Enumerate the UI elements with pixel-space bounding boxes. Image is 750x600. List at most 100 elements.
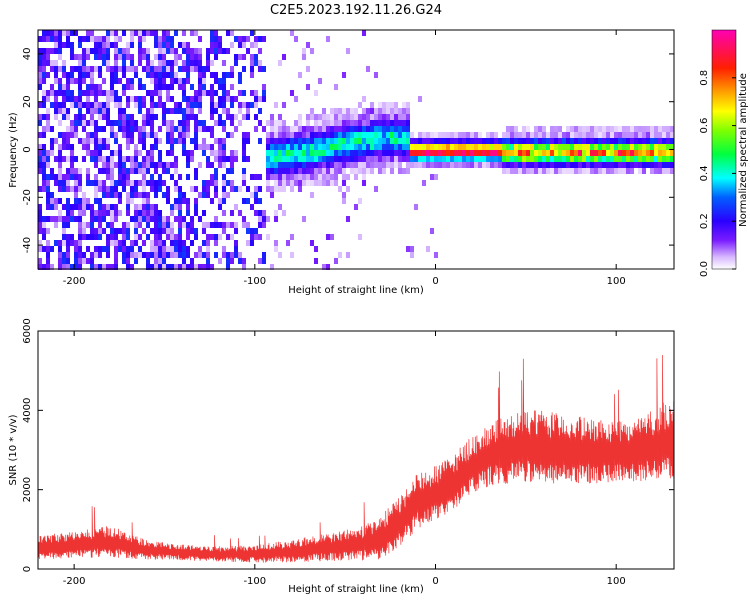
heatmap-cell [314,90,318,96]
heatmap-cell [210,96,214,102]
heatmap-cell [470,150,474,156]
heatmap-cell [214,36,218,42]
heatmap-cell [230,162,234,168]
heatmap-cell [318,114,322,120]
heatmap-cell [586,156,590,162]
heatmap-cell [554,138,558,144]
heatmap-cell [78,234,82,240]
heatmap-cell [338,138,342,144]
heatmap-cell [94,228,98,234]
heatmap-cell [478,162,482,168]
heatmap-cell [182,78,186,84]
heatmap-cell [66,210,70,216]
heatmap-cell [58,258,62,264]
heatmap-cell [118,48,122,54]
heatmap-cell [150,114,154,120]
heatmap-cell [406,114,410,120]
heatmap-cell [258,210,262,216]
heatmap-cell [594,132,598,138]
heatmap-cell [58,156,62,162]
heatmap-cell [70,216,74,222]
heatmap-cell [218,198,222,204]
heatmap-cell [126,210,130,216]
y-tick-label: -40 [22,237,33,253]
heatmap-cell [190,114,194,120]
heatmap-cell [66,204,70,210]
heatmap-cell [178,54,182,60]
heatmap-cell [650,168,654,174]
heatmap-cell [326,234,330,240]
heatmap-cell [370,126,374,132]
heatmap-cell [546,132,550,138]
heatmap-cell [86,174,90,180]
heatmap-cell [214,240,218,246]
heatmap-cell [438,132,442,138]
heatmap-cell [242,144,246,150]
heatmap-cell [110,186,114,192]
heatmap-cell [290,252,294,258]
heatmap-cell [154,138,158,144]
heatmap-cell [122,54,126,60]
heatmap-cell [122,258,126,264]
heatmap-cell [262,36,266,42]
heatmap-cell [130,30,134,36]
heatmap-cell [230,222,234,228]
heatmap-cell [274,216,278,222]
heatmap-cell [46,252,50,258]
heatmap-cell [626,156,630,162]
heatmap-cell [334,126,338,132]
heatmap-cell [430,162,434,168]
heatmap-cell [398,132,402,138]
heatmap-cell [178,246,182,252]
heatmap-cell [182,216,186,222]
heatmap-cell [70,78,74,84]
heatmap-cell [226,96,230,102]
heatmap-cell [210,234,214,240]
heatmap-cell [78,72,82,78]
heatmap-cell [590,150,594,156]
heatmap-cell [238,186,242,192]
heatmap-cell [90,108,94,114]
heatmap-cell [302,156,306,162]
heatmap-cell [330,108,334,114]
heatmap-cell [510,138,514,144]
heatmap-cell [526,156,530,162]
heatmap-cell [298,114,302,120]
heatmap-cell [178,264,182,270]
heatmap-cell [190,66,194,72]
heatmap-cell [170,246,174,252]
heatmap-cell [170,78,174,84]
heatmap-cell [150,78,154,84]
heatmap-cell [654,168,658,174]
heatmap-cell [554,132,558,138]
heatmap-cell [62,264,66,270]
heatmap-cell [126,66,130,72]
heatmap-cell [154,90,158,96]
heatmap-cell [378,114,382,120]
heatmap-cell [210,198,214,204]
heatmap-cell [94,192,98,198]
heatmap-cell [210,60,214,66]
heatmap-cell [234,186,238,192]
heatmap-cell [154,258,158,264]
heatmap-cell [310,162,314,168]
heatmap-cell [306,144,310,150]
heatmap-cell [554,126,558,132]
heatmap-cell [606,168,610,174]
heatmap-cell [278,174,282,180]
heatmap-cell [110,204,114,210]
heatmap-cell [202,138,206,144]
y-tick-label: 20 [22,95,33,108]
heatmap-cell [138,234,142,240]
heatmap-cell [278,114,282,120]
heatmap-cell [222,90,226,96]
heatmap-cell [142,168,146,174]
heatmap-cell [202,180,206,186]
heatmap-cell [562,168,566,174]
heatmap-cell [222,192,226,198]
heatmap-cell [78,186,82,192]
heatmap-cell [590,132,594,138]
heatmap-cell [134,126,138,132]
snr-series [38,354,675,563]
